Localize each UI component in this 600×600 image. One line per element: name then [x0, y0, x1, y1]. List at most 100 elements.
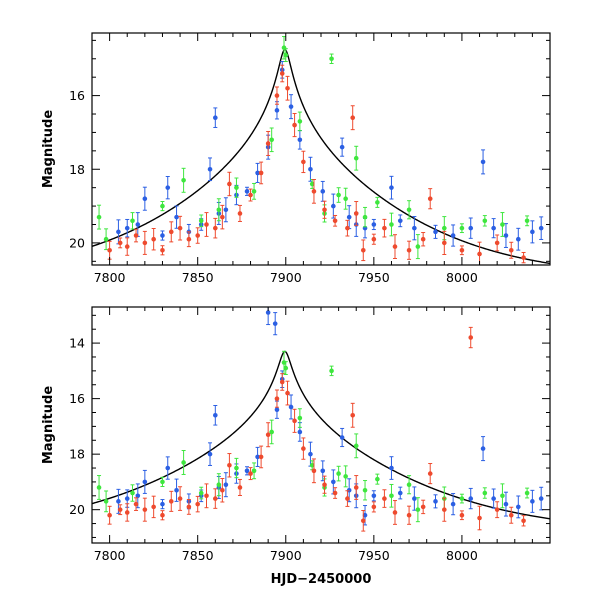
data-point — [130, 212, 135, 230]
data-point — [480, 436, 486, 462]
data-point — [285, 75, 290, 101]
data-point — [265, 422, 271, 448]
data-point — [213, 217, 218, 239]
data-point — [160, 201, 165, 212]
data-point — [322, 200, 327, 219]
data-point — [248, 188, 253, 202]
data-point — [198, 214, 204, 228]
bottom-model-curve — [92, 350, 550, 520]
data-point — [274, 389, 280, 408]
bottom-axis-ticks: 7800 7850 7900 7950 8000 14 16 18 20 — [69, 307, 551, 563]
data-point — [427, 463, 433, 485]
x-tick-label: 7800 — [94, 270, 126, 285]
data-point — [459, 223, 465, 234]
data-point — [237, 204, 243, 222]
data-point — [234, 177, 239, 198]
data-point — [336, 465, 341, 482]
y-tick-label: 18 — [69, 447, 85, 462]
data-point — [389, 456, 394, 480]
data-point — [292, 408, 297, 433]
data-point — [503, 491, 509, 517]
data-point — [415, 497, 421, 523]
data-point — [227, 171, 232, 197]
x-tick-label: 7900 — [270, 270, 302, 285]
data-point — [524, 487, 530, 499]
data-point — [195, 495, 200, 513]
data-point — [353, 145, 359, 171]
data-point — [117, 237, 123, 249]
data-point — [433, 494, 438, 509]
data-point — [133, 228, 139, 243]
x-tick-label: 7800 — [94, 548, 126, 563]
x-tick-label: 8000 — [446, 270, 478, 285]
data-point — [283, 48, 289, 63]
data-point — [297, 408, 303, 428]
bottom-y-axis-label: Magnitude — [41, 386, 56, 465]
bottom-series-red — [107, 326, 526, 532]
data-point — [283, 361, 289, 376]
data-point — [331, 193, 336, 219]
data-point — [177, 215, 183, 241]
data-point — [468, 326, 474, 349]
data-point — [160, 245, 165, 256]
data-point — [213, 488, 218, 509]
data-point — [160, 476, 165, 487]
data-point — [124, 237, 130, 256]
data-point — [530, 489, 535, 513]
data-point — [207, 157, 213, 182]
data-point — [353, 475, 359, 500]
data-point — [538, 486, 544, 511]
data-point — [459, 510, 465, 521]
top-y-axis-label: Magnitude — [41, 110, 56, 189]
data-point — [151, 495, 156, 519]
data-point — [274, 86, 280, 105]
data-point — [198, 486, 204, 500]
data-point — [117, 504, 123, 516]
data-point — [107, 505, 112, 525]
data-point — [538, 216, 544, 240]
data-point — [343, 465, 348, 488]
data-point — [353, 201, 359, 226]
data-point — [213, 107, 218, 128]
x-tick-label: 8000 — [446, 548, 478, 563]
data-point — [285, 380, 290, 406]
y-tick-label: 14 — [69, 336, 85, 351]
data-point — [427, 188, 433, 210]
data-point — [360, 509, 366, 532]
data-point — [382, 489, 387, 508]
data-point — [168, 490, 174, 512]
data-point — [500, 212, 505, 237]
data-point — [174, 205, 179, 229]
data-point — [213, 405, 218, 426]
data-point — [508, 506, 514, 524]
data-point — [500, 483, 505, 509]
data-point — [142, 186, 148, 211]
bottom-plot-content — [92, 307, 550, 532]
data-point — [308, 156, 313, 182]
data-point — [258, 161, 264, 185]
data-point — [124, 218, 130, 238]
bottom-plot-area — [92, 307, 550, 532]
data-point — [420, 499, 426, 515]
top-series-blue — [116, 61, 544, 251]
data-point — [116, 219, 121, 245]
y-tick-label: 20 — [69, 235, 85, 250]
data-point — [397, 486, 403, 500]
data-point — [450, 493, 456, 516]
x-tick-label: 7950 — [358, 548, 390, 563]
data-point — [329, 365, 334, 377]
data-point — [165, 175, 171, 200]
data-point — [311, 458, 317, 484]
bottom-panel: 7800 7850 7900 7950 8000 14 16 18 20 Magnitude H… — [41, 306, 551, 587]
data-point — [124, 503, 130, 522]
data-point — [174, 478, 179, 502]
data-point — [130, 484, 135, 502]
data-point — [255, 446, 260, 467]
data-point — [397, 214, 403, 228]
data-point — [406, 475, 412, 495]
x-axis-label: HJD−2450000 — [271, 572, 372, 587]
data-point — [220, 477, 225, 503]
top-panel: 7800 7850 7900 7950 8000 16 18 20 Magnitude — [41, 32, 551, 285]
